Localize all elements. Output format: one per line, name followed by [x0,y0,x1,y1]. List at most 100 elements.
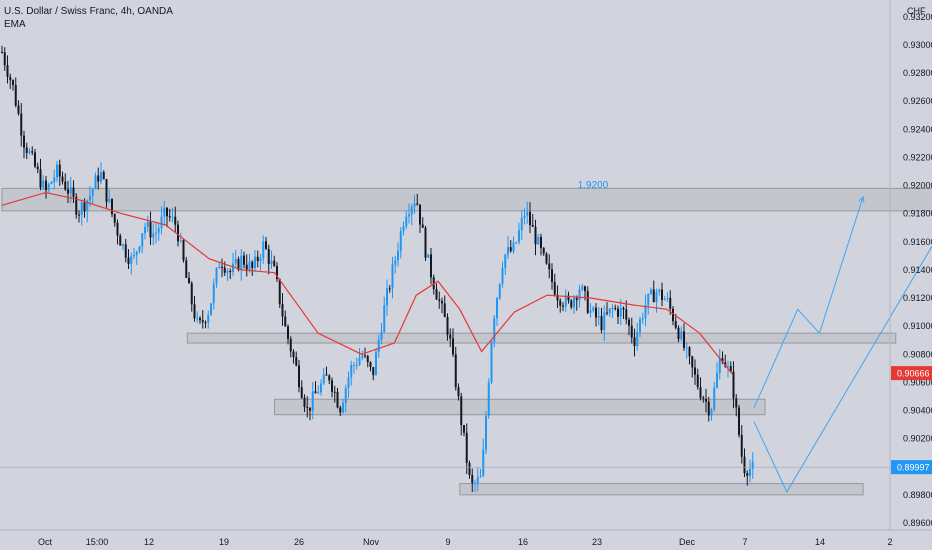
candle-body [639,319,641,333]
candle-body [449,334,452,339]
candle-body [383,305,386,332]
candle-body [567,295,570,301]
candle-body [636,332,639,347]
candle-body [460,396,463,426]
candle-body [375,351,377,376]
candle-body [196,318,199,320]
candle-body [650,289,652,294]
candle-body [361,355,364,358]
candle-body [234,258,237,264]
y-tick-label: 0.89600 [903,518,932,528]
candle-body [597,316,600,318]
candle-body [454,354,457,388]
candle-body [534,226,537,245]
candle-body [402,226,405,232]
candle-body [743,456,746,474]
candle-body [185,260,188,278]
x-tick-label: 23 [592,537,602,547]
candle-body [193,304,196,319]
candle-body [157,228,160,233]
candle-body [160,216,163,229]
candle-body [669,297,672,309]
candle-body [633,337,636,347]
candle-body [652,289,655,303]
candle-body [388,288,391,290]
candle-body [166,207,168,217]
candle-body [515,242,518,244]
candle-body [69,187,72,194]
candle-body [540,236,542,249]
candle-body [641,318,644,320]
candle-body [476,477,479,483]
candle-body [518,230,520,243]
candle-body [716,372,718,388]
candle-body [661,289,663,300]
candle-body [284,316,287,327]
candle-body [419,204,421,225]
candle-body [372,366,375,376]
candle-body [529,211,531,226]
candle-body [278,279,281,305]
candle-body [336,391,339,408]
candle-body [735,398,738,408]
candle-body [479,475,482,478]
candle-body [457,387,460,397]
candle-body [3,52,6,66]
candle-body [133,255,135,257]
candle-body [485,416,487,450]
candle-body [498,283,501,299]
candle-body [108,198,111,202]
candle-body [174,216,177,225]
candle-body [6,65,9,77]
candle-body [452,338,454,355]
candle-body [94,175,97,190]
candle-body [430,254,432,278]
candle-body [405,216,408,227]
candle-body [23,135,25,148]
candle-body [67,189,69,194]
candle-body [163,207,166,217]
candle-body [251,261,254,269]
chart-title: U.S. Dollar / Swiss Franc, 4h, OANDA [4,6,173,17]
candle-body [105,179,108,202]
candle-body [749,468,751,476]
candle-body [210,303,212,316]
candle-body [97,175,100,182]
candle-body [309,407,311,411]
candle-body [592,307,595,311]
candle-body [328,375,331,381]
indicator-label[interactable]: EMA [4,19,26,30]
x-tick-label: 9 [445,537,450,547]
candle-body [416,203,419,205]
candle-body [311,391,314,411]
candle-body [666,297,669,300]
last-price-label-bg [891,460,932,475]
candle-body [710,409,713,416]
candle-body [267,248,270,264]
x-tick-label: 12 [144,537,154,547]
candle-body [570,300,573,308]
candle-body [553,282,556,295]
candle-body [355,364,358,366]
candle-body [295,357,298,366]
candle-body [443,303,446,318]
candle-body [83,202,86,212]
candle-body [20,113,23,136]
candle-body [171,216,174,218]
candle-body [512,242,515,252]
ema-price-label: 0.90666 [897,369,930,379]
x-tick-label: 16 [518,537,528,547]
candle-body [520,218,523,231]
x-tick-label: 14 [815,537,825,547]
candle-body [727,366,729,368]
candle-body [435,289,438,300]
candle-body [474,482,476,484]
candle-body [394,260,397,265]
